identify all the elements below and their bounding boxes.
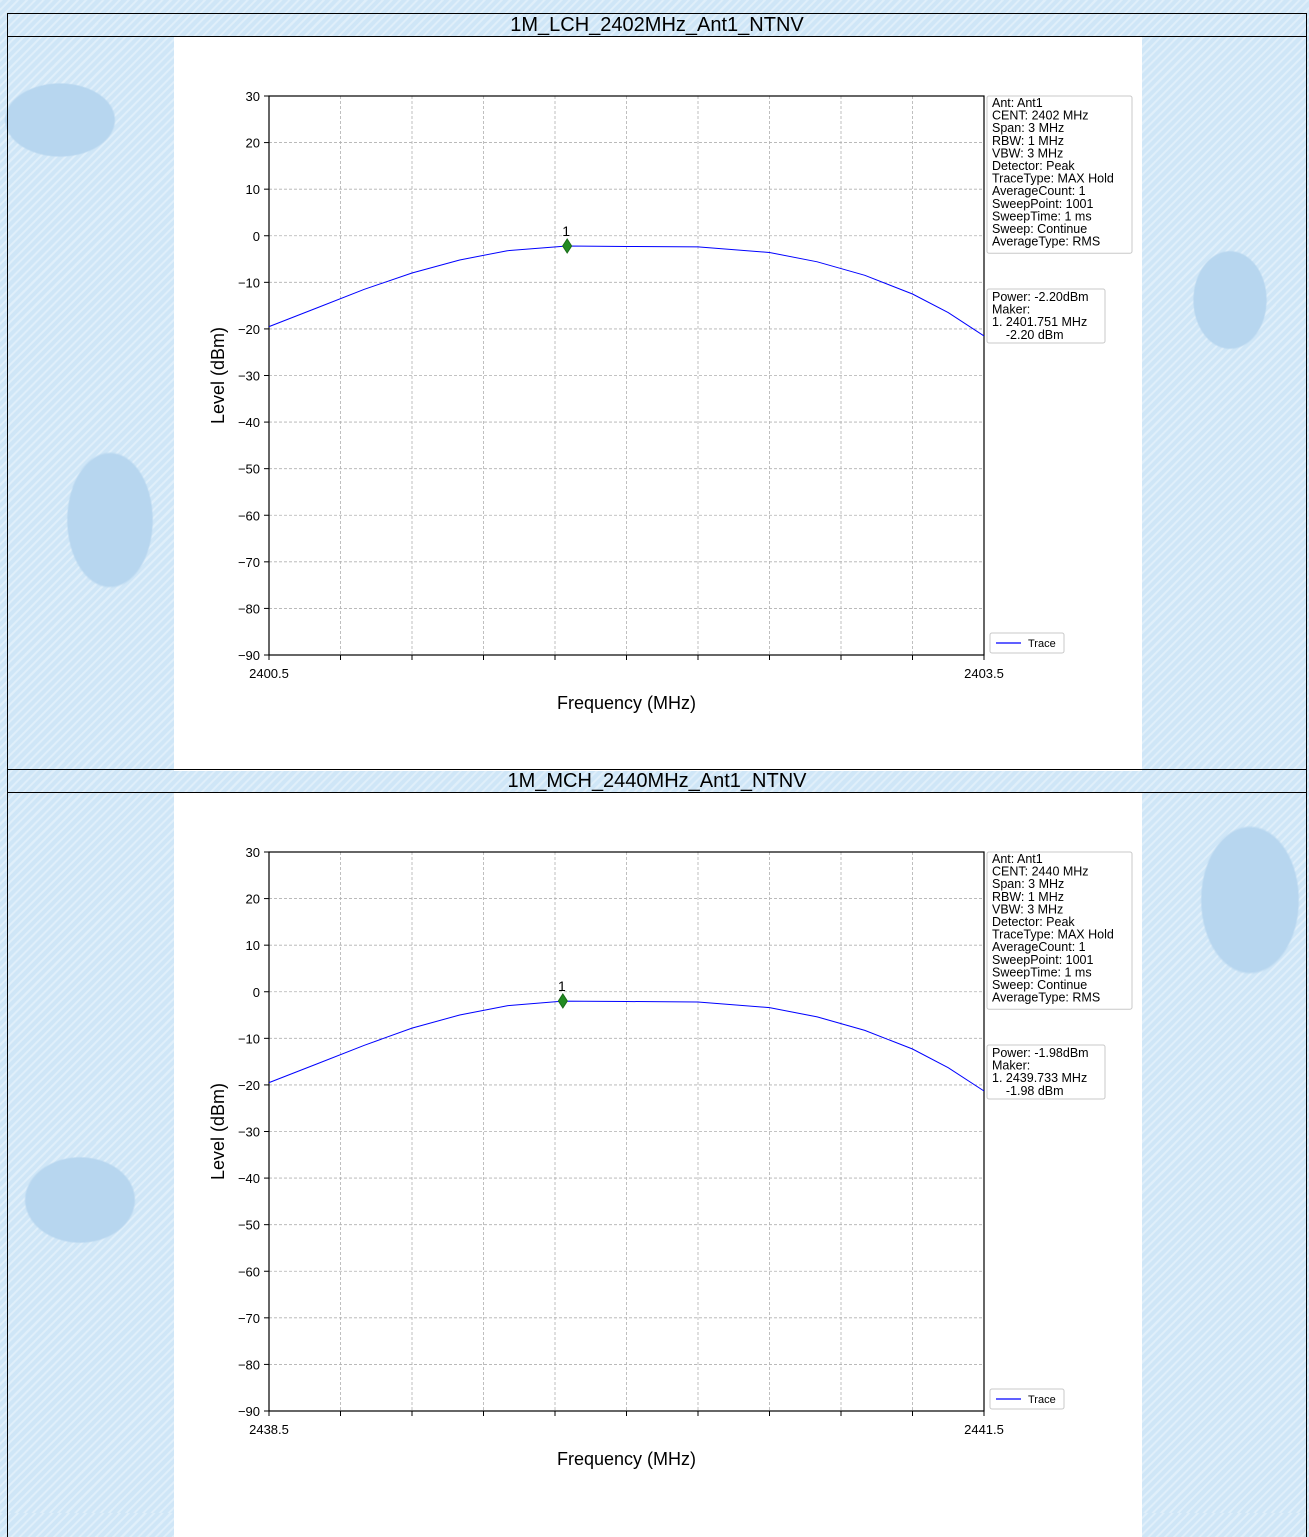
chart-title: 1M_MCH_2440MHz_Ant1_NTNV (7, 769, 1307, 793)
info-box-line: CENT: 2440 MHz (992, 865, 1089, 879)
trace-line (268, 1000, 985, 1092)
legend-box (989, 1388, 1065, 1410)
info-box-line: SweepTime: 1 ms (992, 209, 1092, 223)
trace-line (268, 245, 985, 337)
info-box-line: AverageType: RMS (992, 235, 1100, 249)
y-tick-label: −70 (238, 1311, 260, 1326)
info-box-line: Ant: Ant1 (992, 852, 1043, 866)
info-box-line: Span: 3 MHz (992, 121, 1064, 135)
power-box-line: Maker: (992, 1059, 1030, 1073)
x-tick-label: 2438.5 (249, 1422, 289, 1437)
chart-title: 1M_LCH_2402MHz_Ant1_NTNV (7, 13, 1307, 37)
figure-background (174, 37, 1142, 771)
y-tick-label: 0 (253, 229, 260, 244)
info-box-line: SweepPoint: 1001 (992, 197, 1094, 211)
power-box-line: -1.98 dBm (992, 1084, 1064, 1098)
legend-label: Trace (1028, 638, 1056, 650)
y-tick-label: −30 (238, 1125, 260, 1140)
power-box (986, 288, 1106, 344)
y-tick-label: −10 (238, 1031, 260, 1046)
info-box-line: SweepTime: 1 ms (992, 965, 1092, 979)
y-tick-label: −60 (238, 508, 260, 523)
info-box-line: Sweep: Continue (992, 222, 1087, 236)
info-box-line: AverageCount: 1 (992, 940, 1086, 954)
y-tick-label: −20 (238, 322, 260, 337)
marker-label: 1 (562, 223, 570, 239)
info-box-line: RBW: 1 MHz (992, 134, 1064, 148)
info-box-line: Detector: Peak (992, 159, 1075, 173)
y-tick-label: −70 (238, 555, 260, 570)
y-axis-label: Level (dBm) (208, 327, 228, 424)
y-tick-label: −80 (238, 601, 260, 616)
y-tick-label: −40 (238, 415, 260, 430)
chart-body: 30 20 10 0 −10 −20 −30 −40 −50 −60 −70 −80 −90 2438.5… (7, 793, 1307, 1537)
info-box-line: AverageCount: 1 (992, 184, 1086, 198)
power-box (986, 1044, 1106, 1100)
y-tick-label: −30 (238, 369, 260, 384)
info-box-line: TraceType: MAX Hold (992, 928, 1114, 942)
legend-label: Trace (1028, 1394, 1056, 1406)
info-box-line: VBW: 3 MHz (992, 902, 1063, 916)
y-axis-label: Level (dBm) (208, 1083, 228, 1180)
y-tick-label: −60 (238, 1264, 260, 1279)
info-box-line: RBW: 1 MHz (992, 890, 1064, 904)
y-tick-label: −50 (238, 1218, 260, 1233)
x-tick-label: 2403.5 (964, 666, 1004, 681)
info-box-line: TraceType: MAX Hold (992, 172, 1114, 186)
x-axis-label: Frequency (MHz) (557, 693, 696, 713)
info-box-line: Sweep: Continue (992, 978, 1087, 992)
info-box (986, 851, 1133, 1010)
y-tick-label: 20 (246, 892, 260, 907)
plot-area-frame (268, 851, 985, 1412)
power-box-line: Power: -2.20dBm (992, 290, 1089, 304)
figure-background (174, 793, 1142, 1537)
info-box-line: CENT: 2402 MHz (992, 109, 1089, 123)
info-box-line: Detector: Peak (992, 915, 1075, 929)
x-tick-label: 2400.5 (249, 666, 289, 681)
power-box-line: 1. 2439.733 MHz (992, 1071, 1087, 1085)
marker-diamond (562, 238, 573, 254)
info-box (986, 95, 1133, 254)
y-tick-label: 10 (246, 182, 260, 197)
info-box-line: Span: 3 MHz (992, 877, 1064, 891)
x-axis-label: Frequency (MHz) (557, 1449, 696, 1469)
y-tick-label: 20 (246, 136, 260, 151)
power-box-line: Maker: (992, 303, 1030, 317)
chart-body: 30 20 10 0 −10 −20 −30 −40 −50 −60 −70 −80 −90 2400.5… (7, 37, 1307, 771)
y-tick-label: 10 (246, 938, 260, 953)
plot-area-frame (268, 95, 985, 656)
y-tick-label: −50 (238, 462, 260, 477)
y-tick-label: 30 (246, 89, 260, 104)
power-box-line: 1. 2401.751 MHz (992, 315, 1087, 329)
y-tick-label: −90 (238, 648, 260, 663)
spectrum-chart-2: 30 20 10 0 −10 −20 −30 −40 −50 −60 −70 −80 −90 2438.5… (208, 845, 1133, 1469)
info-box-line: VBW: 3 MHz (992, 146, 1063, 160)
y-tick-label: −90 (238, 1404, 260, 1419)
info-box-line: SweepPoint: 1001 (992, 953, 1094, 967)
legend-box (989, 632, 1065, 654)
y-tick-label: −80 (238, 1357, 260, 1372)
info-box-line: AverageType: RMS (992, 991, 1100, 1005)
marker-diamond (557, 993, 568, 1009)
info-box-line: Ant: Ant1 (992, 96, 1043, 110)
y-tick-label: −20 (238, 1078, 260, 1093)
y-tick-label: −40 (238, 1171, 260, 1186)
power-box-line: Power: -1.98dBm (992, 1046, 1089, 1060)
y-tick-label: 30 (246, 845, 260, 860)
spectrum-chart-1: 30 20 10 0 −10 −20 −30 −40 −50 −60 −70 −80 −90 2400.5… (208, 89, 1133, 713)
marker-label: 1 (558, 978, 566, 994)
y-tick-label: 0 (253, 985, 260, 1000)
x-tick-label: 2441.5 (964, 1422, 1004, 1437)
power-box-line: -2.20 dBm (992, 328, 1064, 342)
y-tick-label: −10 (238, 275, 260, 290)
